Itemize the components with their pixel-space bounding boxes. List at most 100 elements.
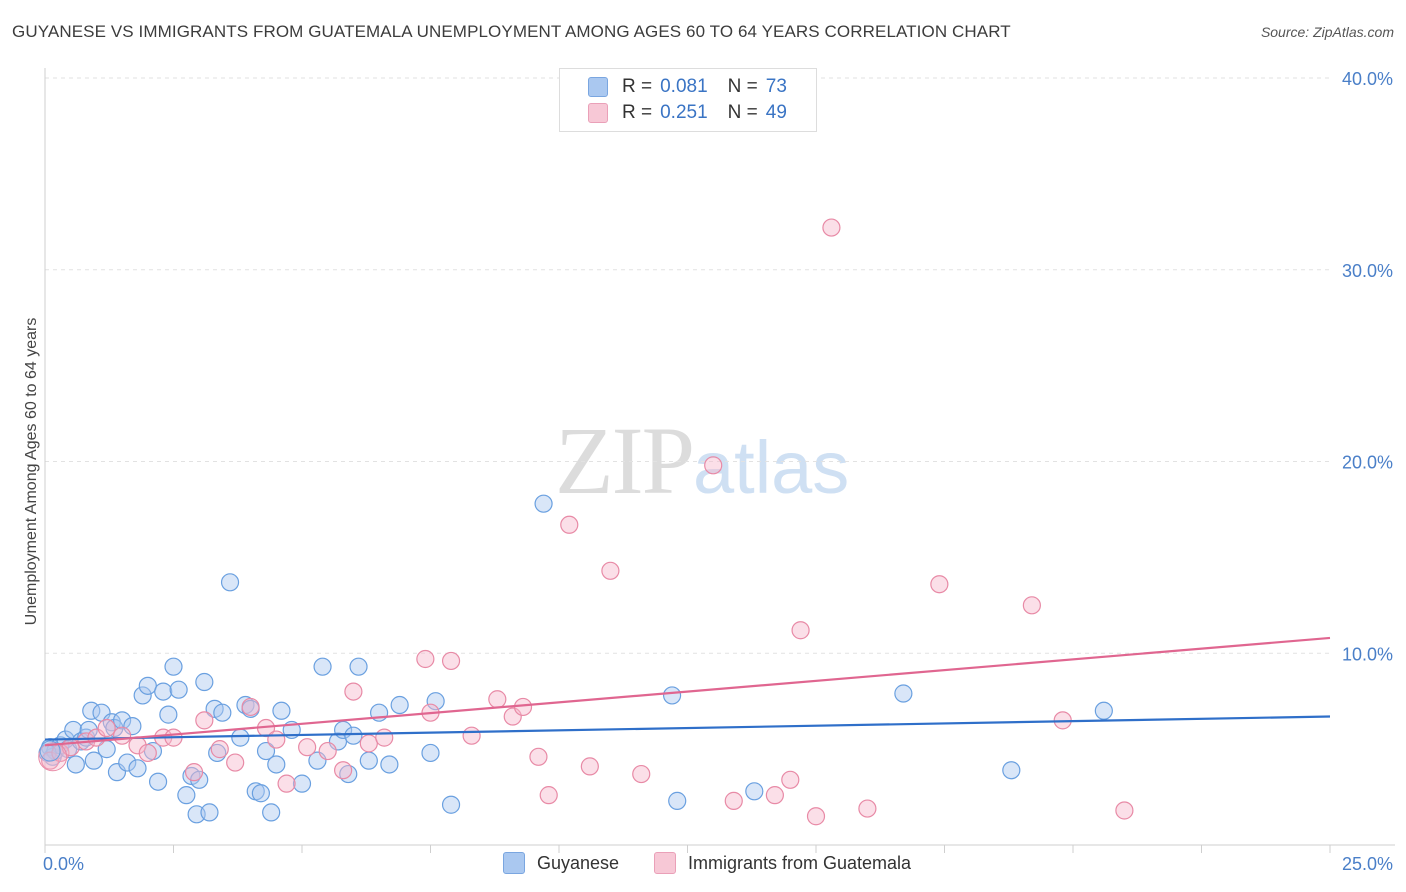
- point-guyanese: [159, 705, 178, 724]
- point-guatemala: [529, 747, 548, 766]
- point-guyanese: [220, 573, 240, 592]
- point-guatemala: [462, 726, 481, 745]
- point-guatemala: [318, 741, 337, 761]
- point-guyanese: [359, 751, 378, 770]
- legend-n-value: 49: [765, 102, 787, 123]
- x-tick-label: 0.0%: [43, 854, 84, 874]
- point-guatemala: [632, 764, 651, 784]
- legend-swatch-guyanese: [503, 852, 525, 874]
- point-guatemala: [241, 697, 260, 717]
- point-guyanese: [745, 782, 764, 801]
- source-label: Source: ZipAtlas.com: [1260, 24, 1394, 40]
- point-guatemala: [416, 649, 435, 669]
- point-guyanese: [534, 494, 553, 513]
- point-guyanese: [349, 657, 368, 676]
- point-guatemala: [601, 561, 620, 580]
- point-guatemala: [781, 770, 800, 789]
- point-guyanese: [148, 772, 168, 791]
- legend-label-guyanese: Guyanese: [537, 852, 620, 873]
- y-tick-label: 10.0%: [1342, 644, 1393, 664]
- trend-line-guatemala: [44, 636, 1331, 747]
- legend-r-label: R =: [622, 76, 653, 97]
- correlation-legend: R = 0.081 N = 73 R = 0.251 N = 49: [559, 68, 817, 132]
- point-guyanese: [66, 755, 85, 774]
- x-tick-label: 25.0%: [1342, 854, 1393, 874]
- legend-n-label: N =: [727, 76, 758, 97]
- point-guyanese: [267, 755, 286, 774]
- point-guyanese: [177, 786, 196, 805]
- point-guyanese: [231, 728, 250, 747]
- point-guyanese: [272, 701, 291, 720]
- y-tick-label: 40.0%: [1342, 69, 1393, 89]
- point-guyanese: [344, 726, 363, 745]
- point-guatemala: [97, 718, 116, 738]
- legend-row-guatemala: R = 0.251 N = 49: [588, 101, 787, 125]
- point-guyanese: [200, 803, 219, 822]
- y-tick-label: 20.0%: [1342, 453, 1393, 473]
- point-guatemala: [298, 738, 317, 757]
- point-guatemala: [375, 728, 394, 747]
- point-guyanese: [668, 791, 687, 810]
- point-guatemala: [138, 743, 157, 763]
- point-guatemala: [1022, 596, 1041, 615]
- point-guatemala: [822, 218, 841, 237]
- point-guyanese: [213, 703, 232, 722]
- point-guatemala: [539, 786, 558, 805]
- point-guyanese: [390, 695, 409, 715]
- point-guyanese: [1002, 761, 1021, 780]
- point-guyanese: [256, 741, 276, 761]
- point-guyanese: [662, 686, 682, 705]
- point-guatemala: [210, 740, 229, 759]
- point-guyanese: [251, 784, 270, 803]
- point-guyanese: [262, 803, 281, 822]
- series-legend: Guyanese Immigrants from Guatemala: [0, 852, 1406, 876]
- point-guyanese: [426, 692, 445, 711]
- point-guyanese: [164, 657, 183, 676]
- point-guyanese: [84, 751, 103, 770]
- point-guatemala: [560, 515, 579, 534]
- point-guyanese: [292, 774, 312, 793]
- point-guatemala: [488, 690, 507, 709]
- point-guatemala: [334, 761, 353, 780]
- point-guyanese: [138, 676, 157, 695]
- point-guatemala: [930, 575, 949, 594]
- point-guatemala: [1115, 801, 1134, 820]
- legend-n-value: 73: [765, 76, 787, 97]
- point-guyanese: [1094, 701, 1113, 720]
- point-guatemala: [791, 621, 810, 640]
- legend-row-guyanese: R = 0.081 N = 73: [588, 75, 787, 99]
- point-guatemala: [359, 734, 378, 753]
- trend-line-guyanese: [44, 715, 1331, 741]
- point-guatemala: [704, 456, 723, 475]
- point-guyanese: [154, 682, 173, 701]
- point-guatemala: [226, 753, 245, 772]
- legend-n-label: N =: [727, 102, 758, 123]
- legend-r-label: R =: [622, 102, 653, 123]
- grid-lines: [45, 77, 1330, 654]
- watermark: ZIPatlas: [555, 405, 849, 516]
- point-guyanese: [169, 680, 188, 699]
- y-axis-label: Unemployment Among Ages 60 to 64 years: [23, 318, 40, 626]
- point-guatemala: [267, 730, 286, 749]
- point-guatemala: [765, 786, 784, 805]
- point-guatemala: [806, 807, 826, 826]
- data-points: [38, 218, 1134, 826]
- point-guyanese: [195, 672, 214, 692]
- legend-r-value: 0.251: [660, 102, 708, 123]
- legend-swatch-guatemala: [654, 852, 676, 874]
- point-guyanese: [128, 759, 147, 778]
- point-guyanese: [894, 684, 913, 703]
- watermark-zip: ZIP: [555, 407, 695, 514]
- point-guatemala: [184, 763, 204, 782]
- axis-labels: 10.0% 20.0% 30.0% 40.0% 0.0% 25.0% Unemploymen…: [23, 69, 1393, 874]
- point-guatemala: [858, 799, 877, 818]
- point-guatemala: [724, 791, 743, 810]
- legend-swatch-guyanese: [588, 77, 608, 97]
- legend-item-guatemala: Immigrants from Guatemala: [654, 852, 911, 874]
- point-guyanese: [118, 753, 137, 772]
- watermark-atlas: atlas: [693, 426, 850, 509]
- point-guyanese: [105, 718, 124, 738]
- point-guatemala: [195, 711, 214, 730]
- point-guatemala: [344, 682, 363, 701]
